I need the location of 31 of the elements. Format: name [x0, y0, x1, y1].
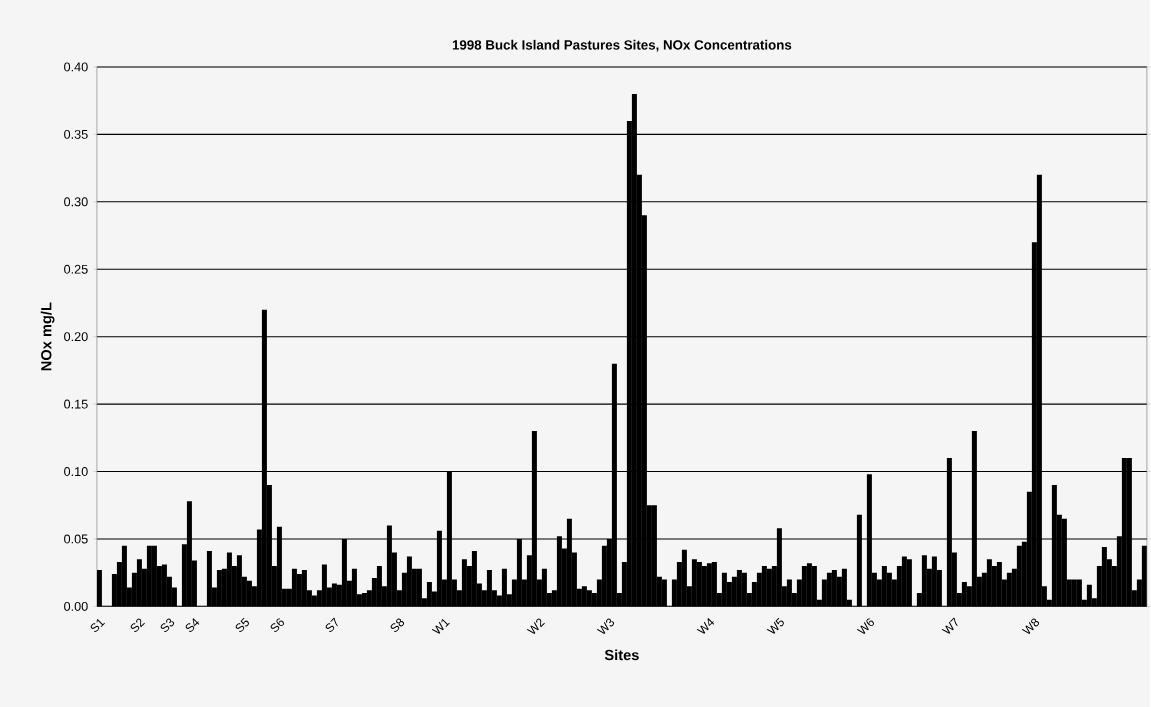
x-axis-title: Sites: [604, 649, 639, 661]
bar: [661, 579, 667, 607]
y-tick-label: 0.15: [64, 399, 88, 409]
x-tick-label: S8: [390, 618, 405, 632]
y-axis-title: NOx mg/L: [40, 302, 55, 371]
y-tick-label: 0.40: [64, 62, 88, 72]
x-tick-label: S7: [325, 617, 338, 632]
x-tick-label: W6: [856, 618, 874, 634]
x-tick-label: W5: [766, 617, 784, 634]
x-tick-label: W2: [526, 618, 545, 634]
y-tick-label: 0.25: [64, 264, 88, 274]
y-tick-label: 0.30: [64, 197, 88, 207]
x-tick-label: W8: [1021, 618, 1040, 634]
x-tick-label: W3: [596, 618, 615, 634]
y-tick-label: 0.05: [64, 534, 88, 544]
bar: [906, 559, 912, 607]
x-tick-label: S5: [235, 617, 249, 632]
y-tick-label: 0.35: [64, 129, 88, 139]
bar: [96, 569, 102, 607]
x-tick-label: S4: [185, 618, 200, 632]
x-tick-label: S3: [160, 618, 175, 632]
x-tick-label: W7: [941, 617, 958, 634]
x-tick-label: W1: [431, 618, 450, 634]
x-tick-label: S6: [270, 618, 284, 632]
x-tick-label: S1: [90, 618, 105, 632]
x-tick-label: S2: [130, 618, 145, 632]
y-tick-label: 0.00: [64, 601, 88, 611]
y-tick-label: 0.20: [64, 332, 88, 342]
y-tick-label: 0.10: [64, 466, 88, 476]
x-tick-label: W4: [696, 617, 715, 634]
chart-title: 1998 Buck Island Pastures Sites, NOx Concentrations: [452, 39, 792, 52]
